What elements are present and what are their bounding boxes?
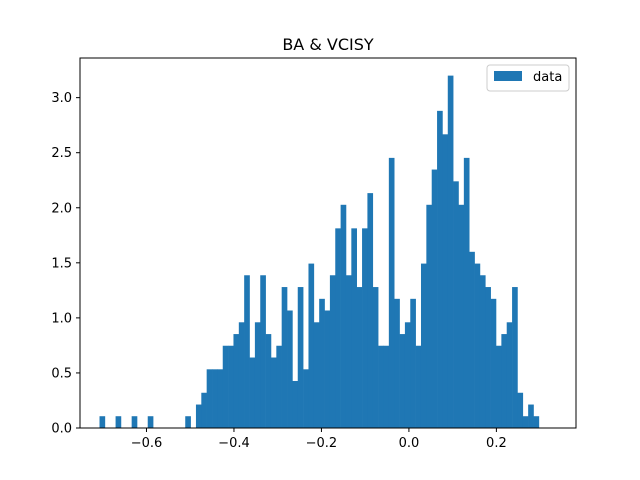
histogram-bar [147, 416, 154, 428]
histogram-bar [469, 251, 475, 428]
histogram-bar [276, 345, 282, 428]
y-tick-label: 2.0 [51, 201, 72, 216]
histogram-bar [222, 345, 229, 428]
histogram-bar [244, 275, 250, 428]
histogram-bar [474, 263, 481, 428]
histogram-bar [420, 263, 427, 428]
histogram-bar [378, 345, 384, 428]
histogram-bar [329, 275, 336, 428]
histogram-bar [308, 263, 315, 428]
histogram-bar [131, 416, 138, 428]
histogram-bar [356, 287, 363, 428]
histogram-bar [453, 181, 459, 428]
histogram-bar [217, 369, 224, 428]
bars-group [99, 75, 540, 429]
histogram-bar [201, 392, 207, 428]
histogram-bar [303, 369, 309, 428]
histogram-bar [270, 357, 277, 428]
legend-label: data [533, 70, 562, 85]
histogram-bar [410, 298, 416, 428]
y-axis: 0.0 0.5 1.0 1.5 2.0 2.5 3.0 [51, 91, 80, 437]
chart-title: BA & VCISY [282, 35, 374, 54]
y-tick-label: 0.5 [51, 366, 72, 381]
histogram-bar [254, 322, 261, 428]
x-tick-label: 0.2 [486, 436, 507, 451]
histogram-bar [324, 310, 331, 428]
histogram-bar [431, 169, 438, 429]
histogram-bar [426, 204, 433, 428]
histogram-bar [228, 345, 234, 428]
histogram-bar [265, 334, 272, 428]
histogram-bar [517, 392, 524, 428]
y-tick-label: 2.5 [51, 146, 72, 161]
histogram-bar [383, 345, 390, 428]
histogram-bar [233, 334, 240, 428]
histogram-bar [249, 357, 256, 428]
histogram-bar [115, 416, 122, 428]
y-tick-label: 3.0 [51, 91, 72, 106]
plot-frame [79, 57, 577, 429]
histogram-bar [313, 322, 320, 428]
histogram-bar [292, 380, 299, 428]
histogram-bar [362, 228, 368, 428]
histogram-bar [260, 275, 266, 428]
histogram-bar [399, 334, 406, 428]
histogram-bar [533, 416, 540, 428]
histogram-bar [287, 310, 293, 428]
histogram-bar [345, 275, 352, 428]
histogram-bar [212, 369, 218, 428]
histogram-bar [195, 404, 202, 428]
histogram-bar [99, 416, 106, 428]
x-tick-label: −0.2 [306, 436, 338, 451]
histogram-bar [372, 287, 379, 428]
y-tick-label: 1.0 [51, 311, 72, 326]
histogram-bar [351, 228, 357, 428]
x-tick-label: 0.0 [399, 436, 420, 451]
histogram-bar [394, 298, 400, 428]
histogram-bar [281, 287, 288, 428]
histogram-bar [442, 134, 449, 428]
histogram-bar [340, 204, 347, 428]
histogram-bar [479, 275, 486, 428]
histogram-bar [490, 298, 497, 428]
y-tick-label: 0.0 [51, 422, 72, 437]
histogram-bar [238, 322, 245, 428]
histogram-bar [297, 287, 304, 428]
histogram-bar [437, 110, 443, 429]
x-tick-label: −0.4 [218, 436, 250, 451]
histogram-bar [319, 298, 325, 428]
legend: data [486, 64, 570, 92]
legend-swatch [494, 71, 522, 81]
x-tick-label: −0.6 [131, 436, 163, 451]
histogram-bar [496, 345, 502, 428]
y-tick-label: 1.5 [51, 256, 72, 271]
histogram-bar [447, 75, 454, 429]
histogram-bar [335, 228, 341, 428]
histogram-bar [367, 193, 374, 428]
histogram-bar [506, 322, 513, 428]
histogram-bar [458, 204, 465, 428]
histogram-bar [501, 334, 508, 428]
histogram-bar [463, 157, 470, 428]
histogram-bar [185, 416, 191, 428]
histogram-bar [528, 404, 534, 428]
histogram-bar [206, 369, 213, 428]
histogram-bar [512, 287, 518, 428]
histogram-bar [388, 157, 395, 428]
x-axis: −0.6 −0.4 −0.2 0.0 0.2 [131, 428, 507, 451]
histogram-bar [415, 345, 422, 428]
histogram-bar [404, 322, 411, 428]
histogram-bar [485, 287, 491, 428]
histogram-bar [522, 416, 529, 428]
